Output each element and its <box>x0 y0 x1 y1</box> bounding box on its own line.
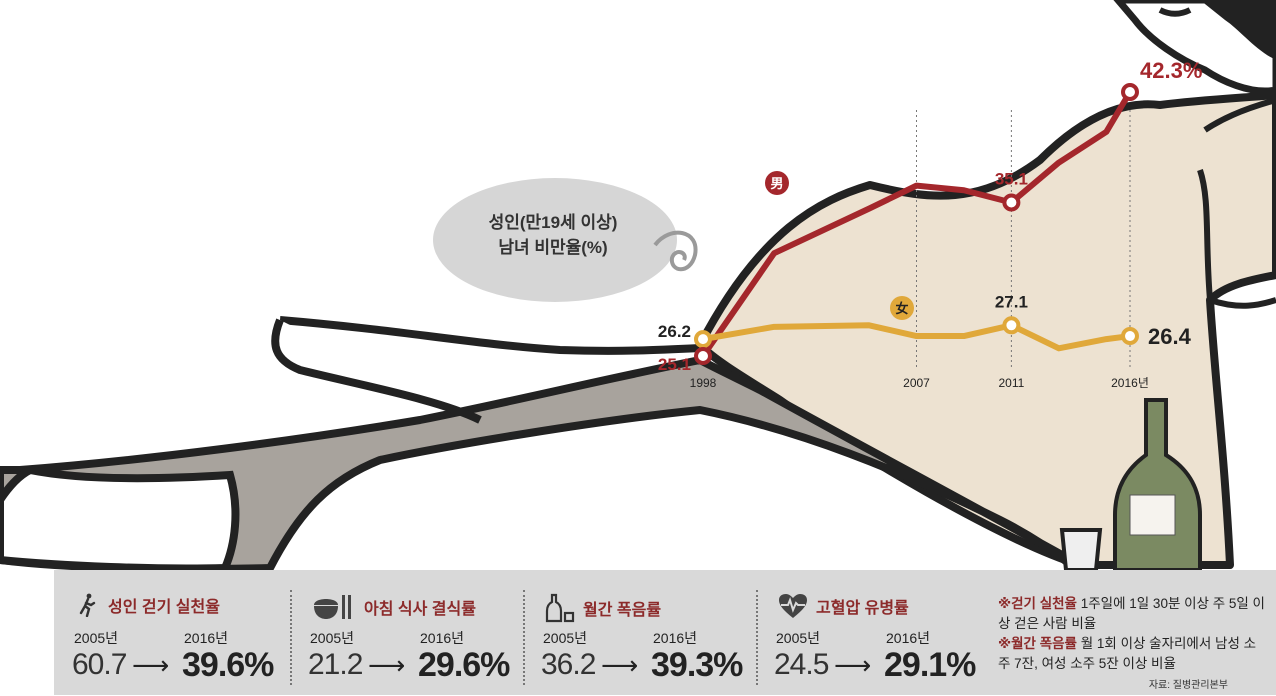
stat-year-end: 2016년 <box>420 630 465 646</box>
walking-person-icon <box>79 593 96 617</box>
stat-value-end: 39.3% <box>651 646 743 684</box>
footnote-walking: ※걷기 실천율 1주일에 1일 30분 이상 주 5일 이상 걷은 사람 비율 <box>998 596 1265 631</box>
data-point <box>694 347 712 365</box>
chart-title: 성인(만19세 이상) 남녀 비만율(%) <box>458 210 648 260</box>
legend-female-label: 女 <box>895 301 908 317</box>
series-line <box>700 322 1133 352</box>
stat-year-end: 2016년 <box>886 630 931 646</box>
bottle-glass-icon <box>545 593 575 623</box>
data-label: 27.1 <box>995 292 1028 311</box>
stat-value-end: 29.6% <box>418 646 510 684</box>
stat-title: 고혈압 유병률 <box>816 600 909 617</box>
data-point <box>1002 193 1021 212</box>
legend-male-label: 男 <box>770 177 783 192</box>
stat-value-start: 60.7 <box>72 648 127 681</box>
divider <box>756 590 758 685</box>
stat-binge-drinking: 월간 폭음률 2005년 2016년 36.2 ⟶ 39.3% <box>523 570 756 695</box>
stat-hypertension: 고혈압 유병률 2005년 2016년 24.5 ⟶ 29.1% <box>756 570 989 695</box>
footnotes: ※걷기 실천율 1주일에 1일 30분 이상 주 5일 이상 걷은 사람 비율 … <box>998 594 1268 696</box>
data-label: 26.2 <box>658 322 691 341</box>
stat-value-start: 21.2 <box>308 648 363 681</box>
stat-year-start: 2005년 <box>74 630 119 646</box>
source-note: 자료: 질병관리본부 <box>1148 680 1228 691</box>
data-label: 35.1 <box>995 170 1028 189</box>
chart-title-line2: 남녀 비만율(%) <box>498 238 608 257</box>
stat-year-start: 2005년 <box>543 630 588 646</box>
x-tick-label: 2007 <box>903 376 930 390</box>
stat-year-end: 2016년 <box>184 630 229 646</box>
speech-bubble <box>433 178 698 302</box>
heart-pulse-icon <box>779 594 807 618</box>
divider <box>290 590 292 685</box>
arrow-icon: ⟶ <box>368 650 406 680</box>
legs-illustration <box>0 316 1084 574</box>
divider <box>523 590 525 685</box>
x-tick-label: 1998 <box>690 376 717 390</box>
line-plot: 1998 2007 2011 2016년 25.1 26.2 35.1 27.1 42.3% 26… <box>658 58 1202 390</box>
stat-year-start: 2005년 <box>310 630 355 646</box>
bottle-illustration <box>1059 398 1202 572</box>
data-label: 25.1 <box>658 355 691 374</box>
head-illustration <box>1113 0 1276 95</box>
data-point <box>1121 83 1139 101</box>
arrow-icon: ⟶ <box>601 650 639 680</box>
stat-title: 성인 걷기 실천율 <box>108 599 220 616</box>
rice-bowl-utensils-icon <box>314 595 351 619</box>
stat-value-end: 39.6% <box>182 646 274 684</box>
x-tick-label: 2016년 <box>1111 376 1149 390</box>
arrow-icon: ⟶ <box>834 650 872 680</box>
stat-year-start: 2005년 <box>776 630 821 646</box>
chart-title-line1: 성인(만19세 이상) <box>488 213 618 232</box>
legend-female-badge <box>890 296 914 320</box>
stat-value-end: 29.1% <box>884 646 976 684</box>
stat-breakfast: 아침 식사 결식률 2005년 2016년 21.2 ⟶ 29.6% <box>290 570 523 695</box>
data-label: 26.4 <box>1148 324 1192 349</box>
stat-year-end: 2016년 <box>653 630 698 646</box>
stat-title: 아침 식사 결식률 <box>364 601 476 618</box>
data-point <box>1002 316 1021 335</box>
stat-value-start: 24.5 <box>774 648 829 681</box>
legend-male-badge <box>765 171 789 195</box>
stat-title: 월간 폭음률 <box>583 602 662 619</box>
x-tick-label: 2011 <box>998 376 1024 390</box>
arrow-icon: ⟶ <box>132 650 170 680</box>
data-label: 42.3% <box>1140 58 1202 83</box>
series-line <box>700 89 1133 359</box>
stat-walking: 성인 걷기 실천율 2005년 2016년 60.7 ⟶ 39.6% <box>54 570 289 695</box>
stats-bar: 성인 걷기 실천율 2005년 2016년 60.7 ⟶ 39.6% 아침 식사… <box>54 570 1276 695</box>
data-point <box>1121 327 1139 346</box>
data-point <box>694 330 712 349</box>
stat-value-start: 36.2 <box>541 648 596 681</box>
footnote-binge: ※월간 폭음률 월 1회 이상 술자리에서 남성 소주 7잔, 여성 소주 5잔… <box>998 636 1257 671</box>
